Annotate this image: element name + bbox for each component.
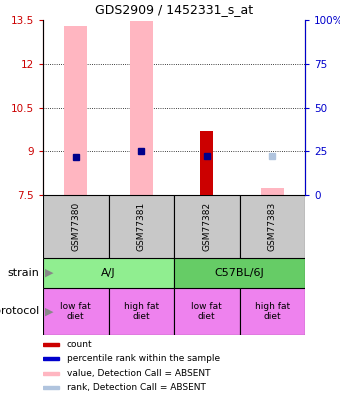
- Bar: [174, 258, 305, 288]
- Bar: [43, 343, 59, 346]
- Bar: [239, 195, 305, 258]
- Text: low fat
diet: low fat diet: [61, 302, 91, 321]
- Text: count: count: [67, 340, 92, 349]
- Title: GDS2909 / 1452331_s_at: GDS2909 / 1452331_s_at: [95, 3, 253, 16]
- Text: protocol: protocol: [0, 307, 39, 316]
- Text: ▶: ▶: [45, 307, 53, 316]
- Text: rank, Detection Call = ABSENT: rank, Detection Call = ABSENT: [67, 383, 205, 392]
- Bar: [43, 288, 108, 335]
- Bar: [64, 26, 87, 195]
- Bar: [239, 288, 305, 335]
- Bar: [43, 258, 174, 288]
- Text: GSM77382: GSM77382: [202, 202, 211, 251]
- Bar: [174, 195, 239, 258]
- Bar: [130, 21, 153, 195]
- Text: C57BL/6J: C57BL/6J: [215, 268, 265, 278]
- Bar: [108, 195, 174, 258]
- Text: low fat
diet: low fat diet: [191, 302, 222, 321]
- Bar: [108, 288, 174, 335]
- Bar: [43, 386, 59, 390]
- Text: GSM77380: GSM77380: [71, 202, 80, 251]
- Bar: [43, 195, 108, 258]
- Bar: [43, 371, 59, 375]
- Text: ▶: ▶: [45, 268, 53, 278]
- Text: strain: strain: [8, 268, 39, 278]
- Bar: [201, 131, 213, 195]
- Bar: [261, 188, 284, 195]
- Text: A/J: A/J: [101, 268, 116, 278]
- Text: percentile rank within the sample: percentile rank within the sample: [67, 354, 220, 363]
- Text: GSM77381: GSM77381: [137, 202, 146, 251]
- Text: high fat
diet: high fat diet: [124, 302, 159, 321]
- Bar: [174, 288, 239, 335]
- Text: value, Detection Call = ABSENT: value, Detection Call = ABSENT: [67, 369, 210, 378]
- Text: GSM77383: GSM77383: [268, 202, 277, 251]
- Text: high fat
diet: high fat diet: [255, 302, 290, 321]
- Bar: [43, 357, 59, 360]
